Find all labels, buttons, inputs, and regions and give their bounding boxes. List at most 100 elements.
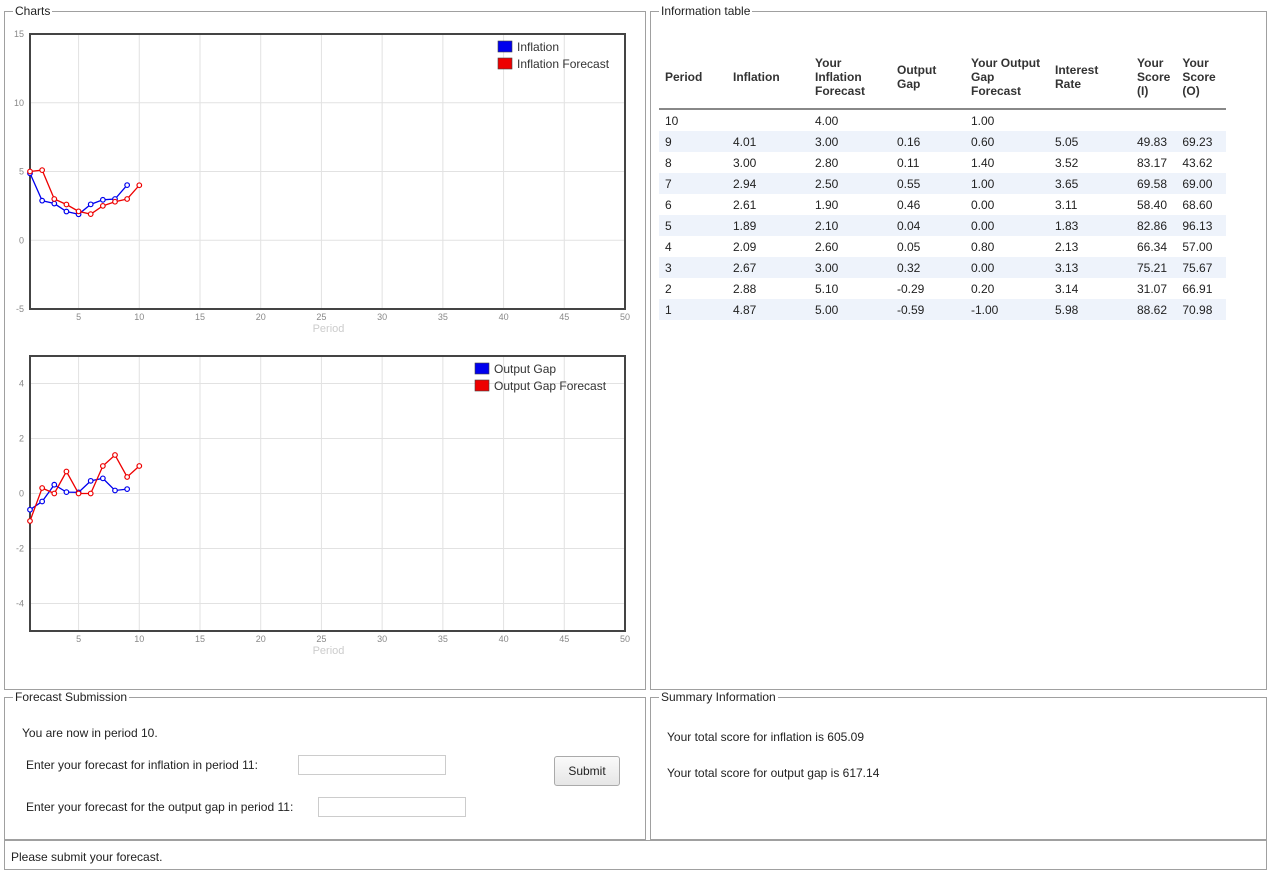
table-cell: 1.83: [1049, 215, 1131, 236]
table-row: 9 4.01 3.00 0.16 0.60 5.05 49.83 69.23: [659, 131, 1227, 152]
series-line: [29, 169, 140, 215]
x-tick-label: 5: [76, 634, 81, 644]
status-message: Please submit your forecast.: [11, 850, 163, 864]
y-tick-label: 15: [14, 29, 24, 39]
y-tick-label: 0: [19, 235, 24, 245]
table-cell: 2.94: [727, 173, 809, 194]
table-cell: 4: [665, 239, 672, 254]
table-cell: -1.00: [965, 299, 1049, 320]
data-point: [27, 518, 33, 524]
table-cell: 2.13: [1055, 239, 1079, 254]
table-cell: 3.00: [733, 155, 757, 170]
table-cell: 2.88: [733, 281, 757, 296]
output-gap-forecast-label: Enter your forecast for the output gap i…: [26, 800, 294, 814]
table-cell: -0.29: [897, 281, 925, 296]
data-point: [87, 211, 94, 218]
table-cell: 1.00: [965, 173, 1049, 194]
header-output-gap-forecast: Your Output Gap Forecast: [965, 46, 1049, 110]
table-cell: 3.00: [809, 131, 891, 152]
x-tick-label: 15: [195, 312, 205, 322]
header-inflation-forecast: Your Inflation Forecast: [809, 46, 891, 110]
table-cell: 2.50: [809, 173, 891, 194]
table-cell: 0.80: [971, 239, 995, 254]
data-point: [112, 452, 118, 458]
data-point: [75, 208, 82, 215]
table-cell: 0.60: [965, 131, 1049, 152]
table-cell: 4.01: [727, 131, 809, 152]
summary-information-panel-title: Summary Information: [661, 690, 776, 704]
forecast-submission-panel: Forecast Submission: [4, 690, 646, 840]
data-point: [87, 477, 94, 484]
table-cell: 5.05: [1049, 131, 1131, 152]
table-cell: 0.04: [891, 215, 965, 236]
table-cell: 5.10: [815, 281, 839, 296]
table-row: 5 1.89 2.10 0.04 0.00 1.83 82.86 96.13: [659, 215, 1227, 236]
information-table: Period Inflation Your Inflation Forecast…: [659, 46, 1227, 320]
output-gap-chart: 5 10 15 20 25 30 35 40 45 50 -4 -2 0 2 4 Period Output G…: [16, 355, 630, 657]
table-cell: 69.58: [1131, 173, 1177, 194]
table-cell: [727, 109, 809, 131]
y-tick-label: 5: [19, 167, 24, 177]
table-row: 7 2.94 2.50 0.55 1.00 3.65 69.58 69.00: [659, 173, 1227, 194]
table-cell: 2.10: [809, 215, 891, 236]
x-tick-label: 35: [438, 312, 448, 322]
legend-swatch: [497, 57, 513, 70]
table-cell: 66.91: [1182, 281, 1213, 296]
table-cell: 43.62: [1182, 155, 1213, 170]
data-point: [39, 197, 46, 204]
data-point: [87, 201, 94, 208]
table-row: 3 2.67 3.00 0.32 0.00 3.13 75.21 75.67: [659, 257, 1227, 278]
table-cell: 88.62: [1131, 299, 1177, 320]
data-point: [124, 474, 131, 480]
table-row: 2 2.88 5.10 -0.29 0.20 3.14 31.07 66.91: [659, 278, 1226, 299]
table-cell: 66.34: [1137, 239, 1168, 254]
table-cell: 3.00: [809, 257, 891, 278]
table-cell: [891, 109, 965, 131]
table-cell: -0.59: [891, 299, 965, 320]
data-point: [63, 468, 70, 475]
table-cell: 5.98: [1049, 299, 1131, 320]
table-cell: 96.13: [1176, 215, 1227, 236]
table-cell: 1.89: [727, 215, 809, 236]
submit-button[interactable]: Submit: [554, 756, 620, 786]
x-axis-title: Period: [313, 323, 345, 335]
x-tick-label: 50: [620, 312, 630, 322]
header-score-o: Your Score (O): [1176, 46, 1227, 110]
inflation-forecast-label: Enter your forecast for inflation in per…: [26, 758, 258, 772]
charts-panel-title: Charts: [15, 4, 51, 18]
data-point: [99, 475, 106, 482]
y-tick-label: 10: [14, 98, 24, 108]
plot-frame: [29, 355, 626, 632]
table-cell: 0.20: [971, 281, 995, 296]
current-period-text: You are now in period 10.: [22, 726, 158, 740]
table-cell: 0.32: [891, 257, 965, 278]
inflation-forecast-input[interactable]: [298, 755, 446, 775]
legend-swatch: [497, 40, 513, 53]
x-axis-title: Period: [313, 645, 345, 657]
x-tick-label: 25: [316, 634, 326, 644]
table-cell: 49.83: [1131, 131, 1177, 152]
table-cell: 57.00: [1182, 239, 1213, 254]
table-cell: 1: [659, 299, 727, 320]
information-table-panel: Information table Period Inflation Your …: [650, 4, 1267, 690]
table-cell: 82.86: [1131, 215, 1177, 236]
data-point: [99, 196, 106, 203]
y-tick-label: -4: [16, 599, 24, 609]
table-cell: 70.98: [1176, 299, 1227, 320]
y-tick-label: 2: [19, 434, 24, 444]
data-point: [124, 196, 131, 202]
table-cell: 2.61: [733, 197, 757, 212]
data-point: [124, 486, 131, 493]
x-tick-label: 40: [499, 634, 509, 644]
table-cell: 0.55: [891, 173, 965, 194]
table-cell: 2: [665, 281, 672, 296]
data-point: [27, 506, 33, 513]
inflation-total-score-text: Your total score for inflation is 605.09: [667, 730, 865, 744]
data-point: [51, 481, 58, 488]
output-gap-forecast-input[interactable]: [318, 797, 466, 817]
table-cell: 4.00: [815, 113, 839, 128]
table-cell: 69.23: [1176, 131, 1227, 152]
data-point: [39, 167, 46, 174]
data-point: [63, 489, 70, 496]
legend-swatch: [474, 379, 490, 392]
